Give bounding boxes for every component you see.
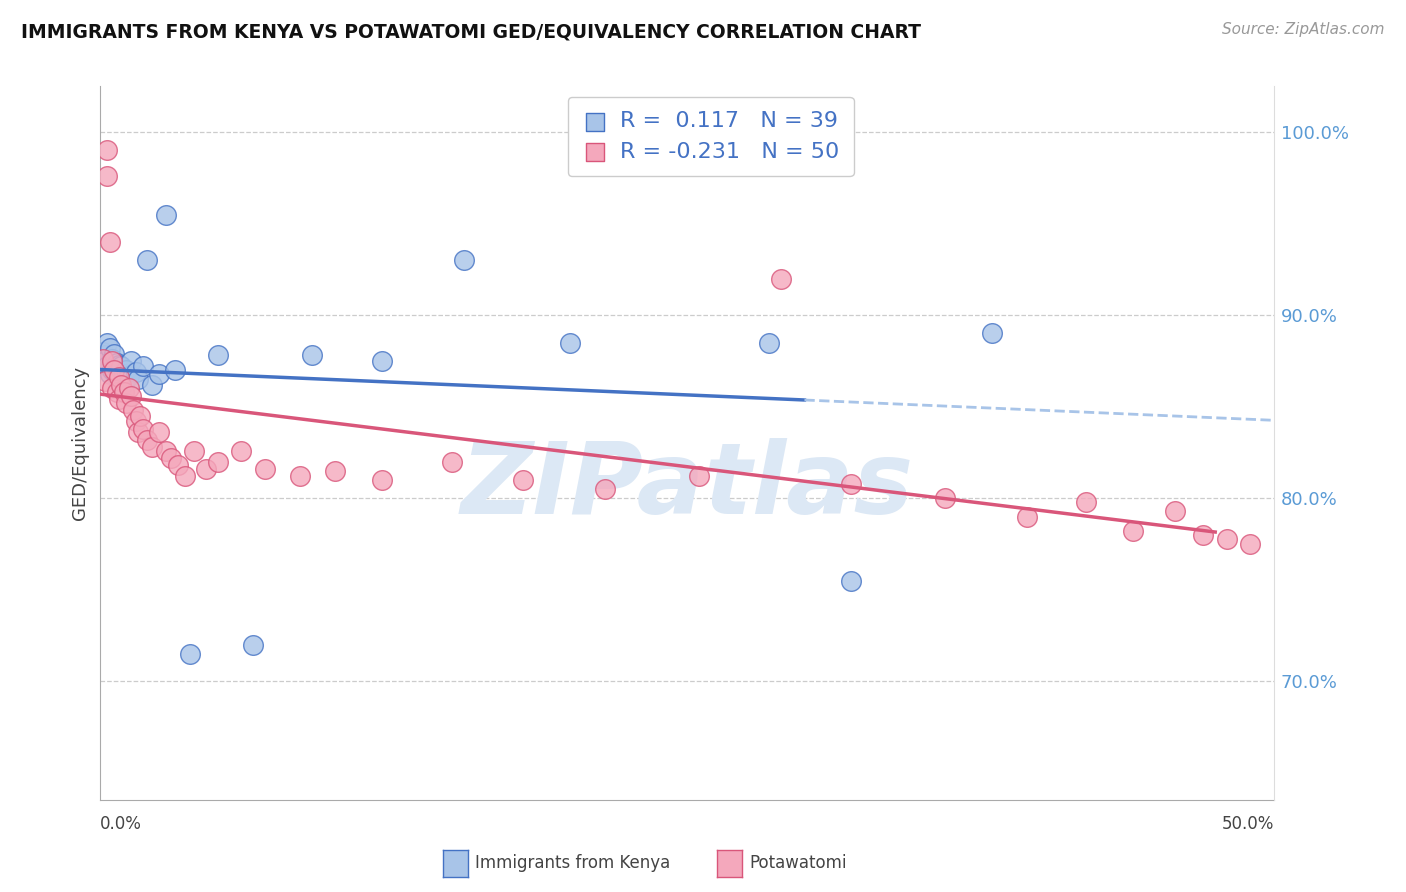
Text: 50.0%: 50.0% [1222, 815, 1274, 833]
Point [1074, 495, 1097, 509]
Text: 0.0%: 0.0% [100, 815, 142, 833]
Point [288, 469, 311, 483]
Point [512, 473, 534, 487]
Point [98, 341, 121, 355]
Point [96, 359, 118, 374]
Point [183, 443, 205, 458]
Legend: R =  0.117   N = 39, R = -0.231   N = 50: R = 0.117 N = 39, R = -0.231 N = 50 [568, 96, 853, 177]
Point [98, 235, 121, 249]
Point [841, 574, 863, 588]
Point [253, 462, 276, 476]
Point [769, 271, 792, 285]
Point [127, 372, 149, 386]
Text: IMMIGRANTS FROM KENYA VS POTAWATOMI GED/EQUIVALENCY CORRELATION CHART: IMMIGRANTS FROM KENYA VS POTAWATOMI GED/… [21, 22, 921, 41]
Point [94, 349, 117, 363]
Point [127, 425, 149, 440]
Point [117, 381, 139, 395]
Point [136, 253, 159, 268]
Point [301, 349, 323, 363]
Point [155, 207, 177, 221]
Point [108, 358, 131, 372]
Point [371, 354, 394, 368]
Point [934, 491, 956, 506]
Point [166, 458, 188, 473]
Point [103, 346, 125, 360]
Point [120, 389, 142, 403]
Point [108, 370, 131, 384]
Point [117, 368, 139, 383]
Point [105, 370, 128, 384]
Point [120, 354, 142, 368]
Point [115, 363, 138, 377]
Point [112, 385, 135, 400]
Point [1122, 524, 1144, 539]
Point [131, 359, 153, 374]
Point [1239, 537, 1261, 551]
Point [105, 385, 128, 400]
Text: Immigrants from Kenya: Immigrants from Kenya [475, 854, 671, 871]
Point [1164, 504, 1187, 518]
Y-axis label: GED/Equivalency: GED/Equivalency [72, 367, 89, 520]
Point [98, 367, 121, 381]
Point [96, 335, 118, 350]
Point [110, 359, 132, 374]
Point [688, 469, 710, 483]
Point [91, 344, 114, 359]
Point [1216, 532, 1239, 546]
Point [103, 363, 125, 377]
Point [124, 365, 146, 379]
Point [136, 433, 159, 447]
Text: Source: ZipAtlas.com: Source: ZipAtlas.com [1222, 22, 1385, 37]
Point [129, 409, 152, 423]
Point [122, 403, 145, 417]
Point [194, 462, 217, 476]
Point [207, 455, 229, 469]
Point [131, 422, 153, 436]
Point [165, 363, 187, 377]
Point [112, 376, 135, 390]
Point [231, 443, 253, 458]
Point [124, 414, 146, 428]
Point [148, 425, 170, 440]
Point [173, 469, 195, 483]
Point [112, 367, 135, 381]
Point [108, 392, 131, 407]
Point [1192, 528, 1215, 542]
Point [105, 356, 128, 370]
Point [110, 377, 132, 392]
Point [115, 396, 138, 410]
Point [91, 352, 114, 367]
Point [141, 440, 163, 454]
Text: Potawatomi: Potawatomi [749, 854, 846, 871]
Point [207, 349, 229, 363]
Point [108, 372, 131, 386]
Point [159, 450, 181, 465]
Point [101, 354, 124, 368]
Point [453, 253, 475, 268]
Point [103, 361, 125, 376]
Point [101, 352, 124, 367]
Point [148, 367, 170, 381]
Point [101, 363, 124, 377]
Point [101, 381, 124, 395]
Point [323, 464, 346, 478]
Point [96, 169, 118, 183]
Point [981, 326, 1004, 341]
Point [441, 455, 464, 469]
Point [758, 335, 780, 350]
Point [1017, 509, 1039, 524]
Point [841, 476, 863, 491]
Point [155, 443, 177, 458]
Point [593, 482, 616, 496]
Point [179, 647, 201, 661]
Point [94, 354, 117, 368]
Point [371, 473, 394, 487]
Point [141, 377, 163, 392]
Point [242, 638, 264, 652]
Text: ZIPatlas: ZIPatlas [461, 438, 914, 534]
Point [558, 335, 581, 350]
Point [96, 144, 118, 158]
Point [94, 374, 117, 388]
